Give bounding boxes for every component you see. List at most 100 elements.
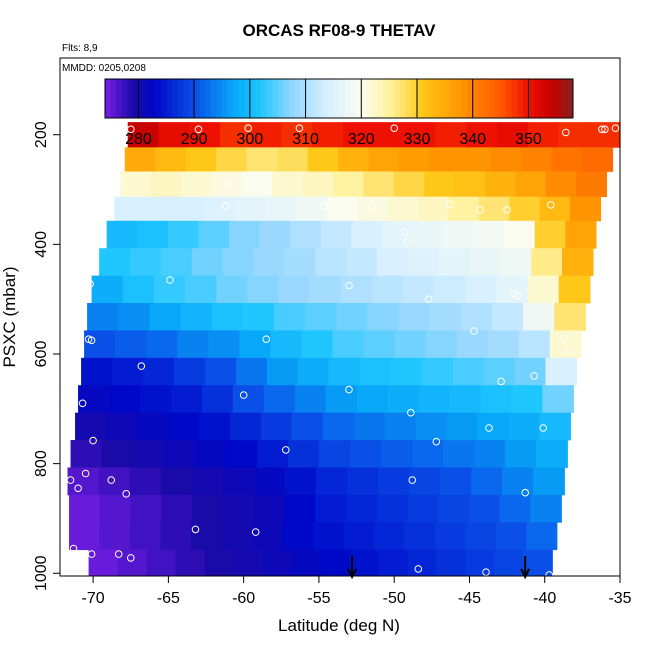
heat-cell <box>558 275 591 304</box>
heat-cell <box>504 220 536 249</box>
colorbar-segment <box>450 79 457 118</box>
heat-cell <box>418 385 451 414</box>
heat-cell <box>384 412 417 441</box>
colorbar-tick-label: 330 <box>404 131 431 148</box>
colorbar-segment <box>283 79 290 118</box>
heat-cell <box>229 412 262 441</box>
heat-cell <box>101 440 134 468</box>
heat-cell <box>216 147 248 172</box>
heat-cell <box>284 467 317 496</box>
colorbar-segment <box>155 79 162 118</box>
sample-marker <box>407 408 415 417</box>
colorbar-segment <box>417 79 424 118</box>
heat-cell <box>404 522 436 551</box>
colorbar-segment <box>556 79 563 118</box>
heat-cell <box>394 330 427 359</box>
colorbar-segment <box>160 79 167 118</box>
colorbar-segment <box>522 79 529 118</box>
colorbar-segment <box>456 79 463 118</box>
colorbar-segment <box>322 79 329 118</box>
x-tick-label: -35 <box>608 590 631 607</box>
heat-cell <box>170 385 203 414</box>
chart-title: ORCAS RF08-9 THETAV <box>242 21 436 40</box>
heat-cell <box>449 385 482 414</box>
arrow-head <box>520 568 531 580</box>
heat-cell <box>515 171 547 198</box>
heat-cell <box>91 275 124 304</box>
sample-marker <box>244 124 252 132</box>
heat-cell <box>443 220 475 249</box>
heat-cell <box>378 549 408 577</box>
sample-marker <box>503 206 511 214</box>
heat-cell <box>415 412 448 441</box>
colorbar-segment <box>333 79 340 118</box>
colorbar-segment <box>517 79 524 118</box>
heat-cell <box>407 248 440 277</box>
heat-cell <box>376 494 409 523</box>
colorbar-segment <box>121 79 128 118</box>
heat-cell <box>118 303 150 331</box>
heat-cell <box>251 522 284 551</box>
heatmap-bands <box>67 122 621 577</box>
heat-cell <box>478 196 510 222</box>
x-tick-label: -60 <box>232 590 255 607</box>
heat-cell <box>502 467 534 496</box>
heat-cell <box>221 522 253 551</box>
heat-cell <box>483 357 516 386</box>
heat-cell <box>132 440 165 468</box>
sample-marker <box>137 362 146 370</box>
colorbar-segment <box>428 79 435 118</box>
colorbar-segment <box>361 79 368 118</box>
heat-cell <box>378 467 410 496</box>
colorbar-segment <box>339 79 346 118</box>
heat-cell <box>551 147 583 172</box>
heat-cell <box>242 303 275 331</box>
heat-cell <box>491 303 524 331</box>
sample-marker <box>545 571 554 579</box>
colorbar-segment <box>272 79 279 118</box>
colorbar-segment <box>238 79 245 118</box>
heat-cell <box>484 171 516 198</box>
heat-cell <box>284 248 316 277</box>
heat-cell <box>297 357 330 386</box>
sample-marker <box>66 476 75 484</box>
heat-cell <box>161 494 193 523</box>
sample-marker <box>325 202 334 210</box>
heat-cell <box>468 494 501 523</box>
heat-cell <box>88 549 119 577</box>
sample-marker <box>282 446 290 454</box>
heat-cell <box>322 412 355 441</box>
colorbar-segment <box>177 79 184 118</box>
heat-cell <box>429 147 461 172</box>
heat-cell <box>438 494 470 523</box>
heat-cell <box>412 220 444 249</box>
sample-marker <box>224 180 233 188</box>
colorbar-segment <box>433 79 440 118</box>
sample-marker <box>114 550 123 558</box>
sample-marker <box>295 124 304 132</box>
heat-cell <box>115 330 147 359</box>
colorbar-segment <box>227 79 234 118</box>
heat-cell <box>393 171 425 198</box>
sample-marker <box>262 335 271 344</box>
colorbar-segment <box>394 79 401 118</box>
sample-marker <box>601 125 609 134</box>
heat-cell <box>87 303 119 331</box>
heat-cell <box>235 357 268 386</box>
sample-marker <box>127 554 135 562</box>
colorbar-segment <box>194 79 201 118</box>
colorbar-segment <box>288 79 295 118</box>
sample-marker <box>485 424 493 432</box>
heat-cell <box>117 549 148 577</box>
heat-cell <box>290 220 322 249</box>
sample-marker <box>122 490 130 498</box>
heat-cell <box>81 357 113 386</box>
heat-cell <box>376 248 409 277</box>
heat-cell <box>328 357 361 386</box>
heat-cell <box>277 147 309 172</box>
heat-cell <box>456 330 489 359</box>
heat-cell <box>534 220 566 249</box>
colorbar-segment <box>316 79 323 118</box>
heat-cell <box>349 440 382 468</box>
colorbar-segment <box>305 79 312 118</box>
